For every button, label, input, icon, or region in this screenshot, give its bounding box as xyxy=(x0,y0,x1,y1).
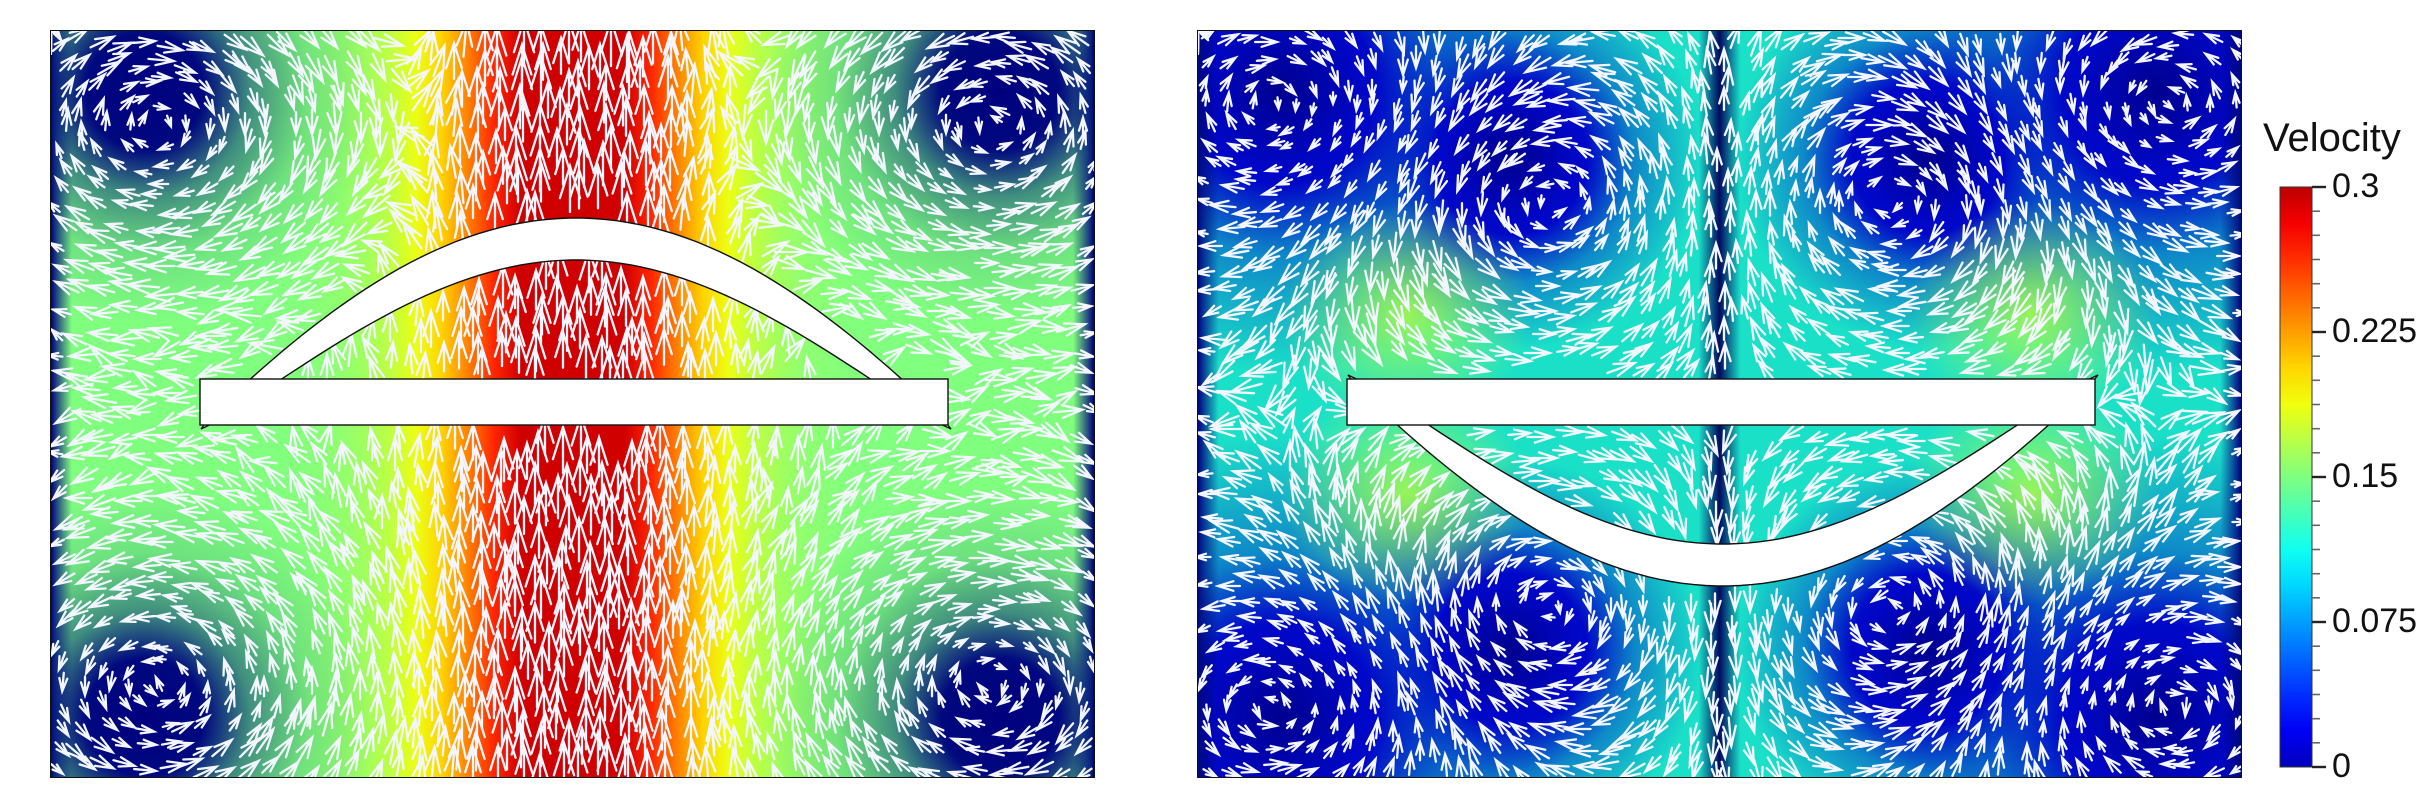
svg-text:0.225: 0.225 xyxy=(2332,312,2417,350)
svg-text:0: 0 xyxy=(2332,747,2351,785)
svg-text:0.075: 0.075 xyxy=(2332,602,2417,640)
svg-text:0.3: 0.3 xyxy=(2332,167,2379,205)
svg-text:0.15: 0.15 xyxy=(2332,457,2398,495)
